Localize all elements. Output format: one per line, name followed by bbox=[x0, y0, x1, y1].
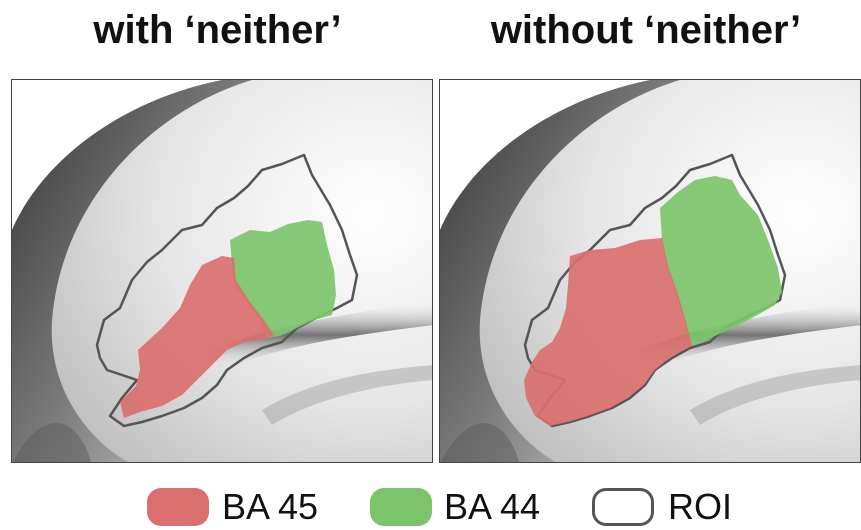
legend-label-roi: ROI bbox=[668, 486, 733, 527]
ba45-swatch bbox=[147, 488, 209, 526]
brain-panel-without-neither bbox=[439, 79, 861, 463]
brain-surface-image bbox=[440, 80, 860, 462]
ba44-swatch bbox=[370, 488, 432, 526]
left-panel-title: with ‘neither’ bbox=[93, 8, 342, 52]
right-panel-title: without ‘neither’ bbox=[490, 8, 802, 52]
legend-label-ba44: BA 44 bbox=[444, 486, 541, 527]
brain-panel-with-neither bbox=[11, 79, 433, 463]
legend-label-ba45: BA 45 bbox=[222, 486, 319, 527]
legend: BA 45 BA 44 ROI bbox=[0, 484, 861, 530]
brain-surface-image bbox=[12, 80, 432, 462]
roi-swatch bbox=[592, 488, 654, 526]
